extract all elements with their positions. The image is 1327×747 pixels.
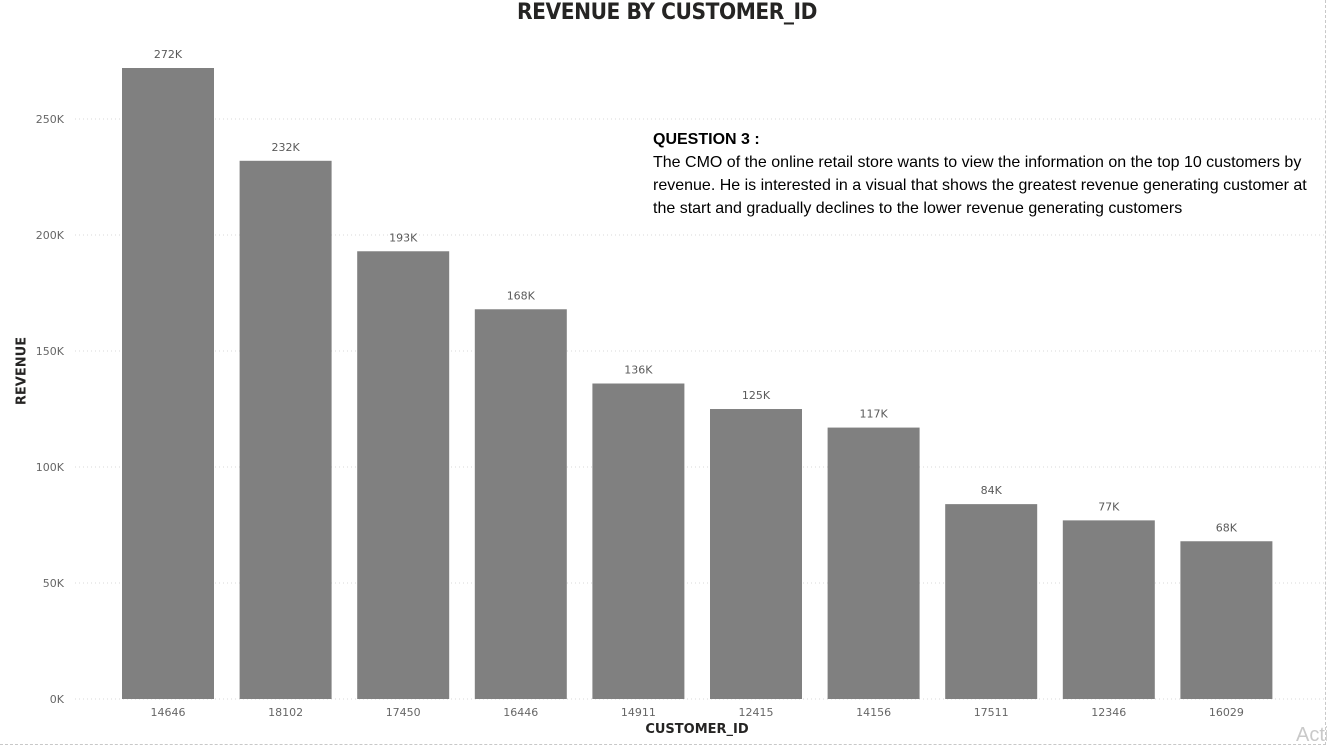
bar[interactable] xyxy=(1062,520,1155,699)
data-label: 136K xyxy=(624,364,653,377)
x-tick-label: 16446 xyxy=(503,706,538,719)
question-annotation: QUESTION 3 : The CMO of the online retai… xyxy=(653,128,1323,220)
y-tick-label: 150K xyxy=(36,345,65,358)
x-tick-label: 14156 xyxy=(856,706,891,719)
data-labels: 272K 232K 193K 168K 136K 125K 117K 84K 77K 68K xyxy=(154,48,1238,534)
bar[interactable] xyxy=(592,383,685,700)
y-tick-label: 250K xyxy=(36,113,65,126)
x-tick-label: 17450 xyxy=(386,706,421,719)
y-tick-label: 0K xyxy=(50,693,65,706)
bar[interactable] xyxy=(357,251,450,700)
bar[interactable] xyxy=(474,309,567,699)
chart-title: REVENUE BY CUSTOMER_ID xyxy=(517,0,817,25)
bars xyxy=(122,68,1273,700)
y-axis-title: REVENUE xyxy=(14,336,30,406)
x-tick-label: 14911 xyxy=(621,706,656,719)
x-axis-title: CUSTOMER_ID xyxy=(645,722,749,737)
data-label: 68K xyxy=(1216,521,1238,534)
x-tick-label: 17511 xyxy=(974,706,1009,719)
x-axis-ticks: 14646 18102 17450 16446 14911 12415 14156 17511… xyxy=(151,706,1244,719)
annotation-heading: QUESTION 3 : xyxy=(653,131,760,148)
data-label: 272K xyxy=(154,48,183,61)
activation-watermark: Activate Windows xyxy=(1296,724,1327,746)
data-label: 193K xyxy=(389,231,418,244)
y-axis-ticks: 0K 50K 100K 150K 200K 250K xyxy=(36,113,65,706)
y-tick-label: 200K xyxy=(36,229,65,242)
annotation-text: The CMO of the online retail store wants… xyxy=(653,154,1307,217)
bar[interactable] xyxy=(239,160,332,699)
y-tick-label: 100K xyxy=(36,461,65,474)
x-tick-label: 12346 xyxy=(1091,706,1126,719)
x-tick-label: 18102 xyxy=(268,706,303,719)
data-label: 77K xyxy=(1098,500,1120,513)
x-tick-label: 14646 xyxy=(151,706,186,719)
x-tick-label: 12415 xyxy=(739,706,774,719)
y-tick-label: 50K xyxy=(43,577,65,590)
data-label: 168K xyxy=(507,289,536,302)
data-label: 117K xyxy=(859,408,888,421)
data-label: 232K xyxy=(271,141,300,154)
bar[interactable] xyxy=(122,68,214,699)
bar[interactable] xyxy=(1180,541,1273,699)
bar[interactable] xyxy=(710,409,802,699)
x-tick-label: 16029 xyxy=(1209,706,1244,719)
bar[interactable] xyxy=(945,504,1038,699)
data-label: 84K xyxy=(981,484,1003,497)
bar[interactable] xyxy=(827,427,920,699)
data-label: 125K xyxy=(742,389,771,402)
